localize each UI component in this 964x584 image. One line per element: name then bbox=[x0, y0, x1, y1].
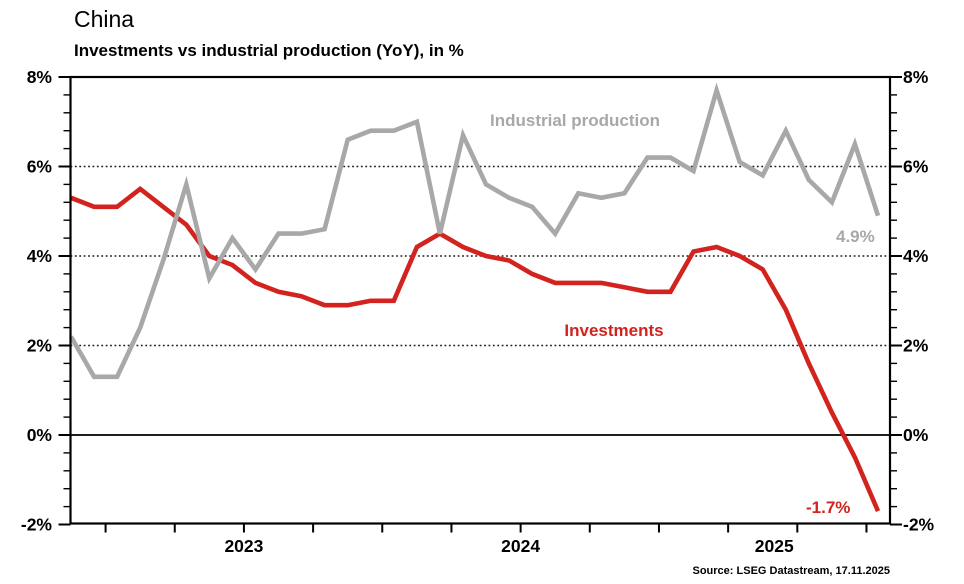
plot-frame bbox=[69, 75, 892, 525]
x-axis-year-label: 2025 bbox=[755, 536, 794, 556]
y-axis-label-right: 2% bbox=[903, 336, 929, 356]
end-value-label-investments: -1.7% bbox=[806, 498, 851, 517]
x-axis-year-label: 2023 bbox=[224, 536, 263, 556]
chart-subtitle: Investments vs industrial production (Yo… bbox=[74, 41, 464, 60]
y-axis-label-right: -2% bbox=[903, 515, 935, 535]
series-line-investments bbox=[70, 185, 881, 513]
y-axis-label-left: 0% bbox=[27, 425, 53, 445]
y-axis-label-left: 8% bbox=[27, 67, 53, 87]
y-axis-label-left: 2% bbox=[27, 336, 53, 356]
y-axis-label-left: 6% bbox=[27, 157, 53, 177]
end-value-label-industrial-production: 4.9% bbox=[836, 227, 875, 246]
series-line-industrial-production bbox=[69, 82, 881, 380]
y-axis-label-right: 8% bbox=[903, 67, 929, 87]
y-axis-label-right: 4% bbox=[903, 246, 929, 266]
series-label-investments: Investments bbox=[564, 321, 664, 340]
y-axis-label-left: 4% bbox=[27, 246, 53, 266]
series-label-industrial-production: Industrial production bbox=[490, 111, 660, 130]
x-axis-year-label: 2024 bbox=[501, 536, 540, 556]
chart-title: China bbox=[74, 6, 135, 32]
y-axis-label-left: -2% bbox=[21, 515, 53, 535]
y-axis-label-right: 6% bbox=[903, 157, 929, 177]
source-note: Source: LSEG Datastream, 17.11.2025 bbox=[692, 565, 891, 577]
y-axis-label-right: 0% bbox=[903, 425, 929, 445]
